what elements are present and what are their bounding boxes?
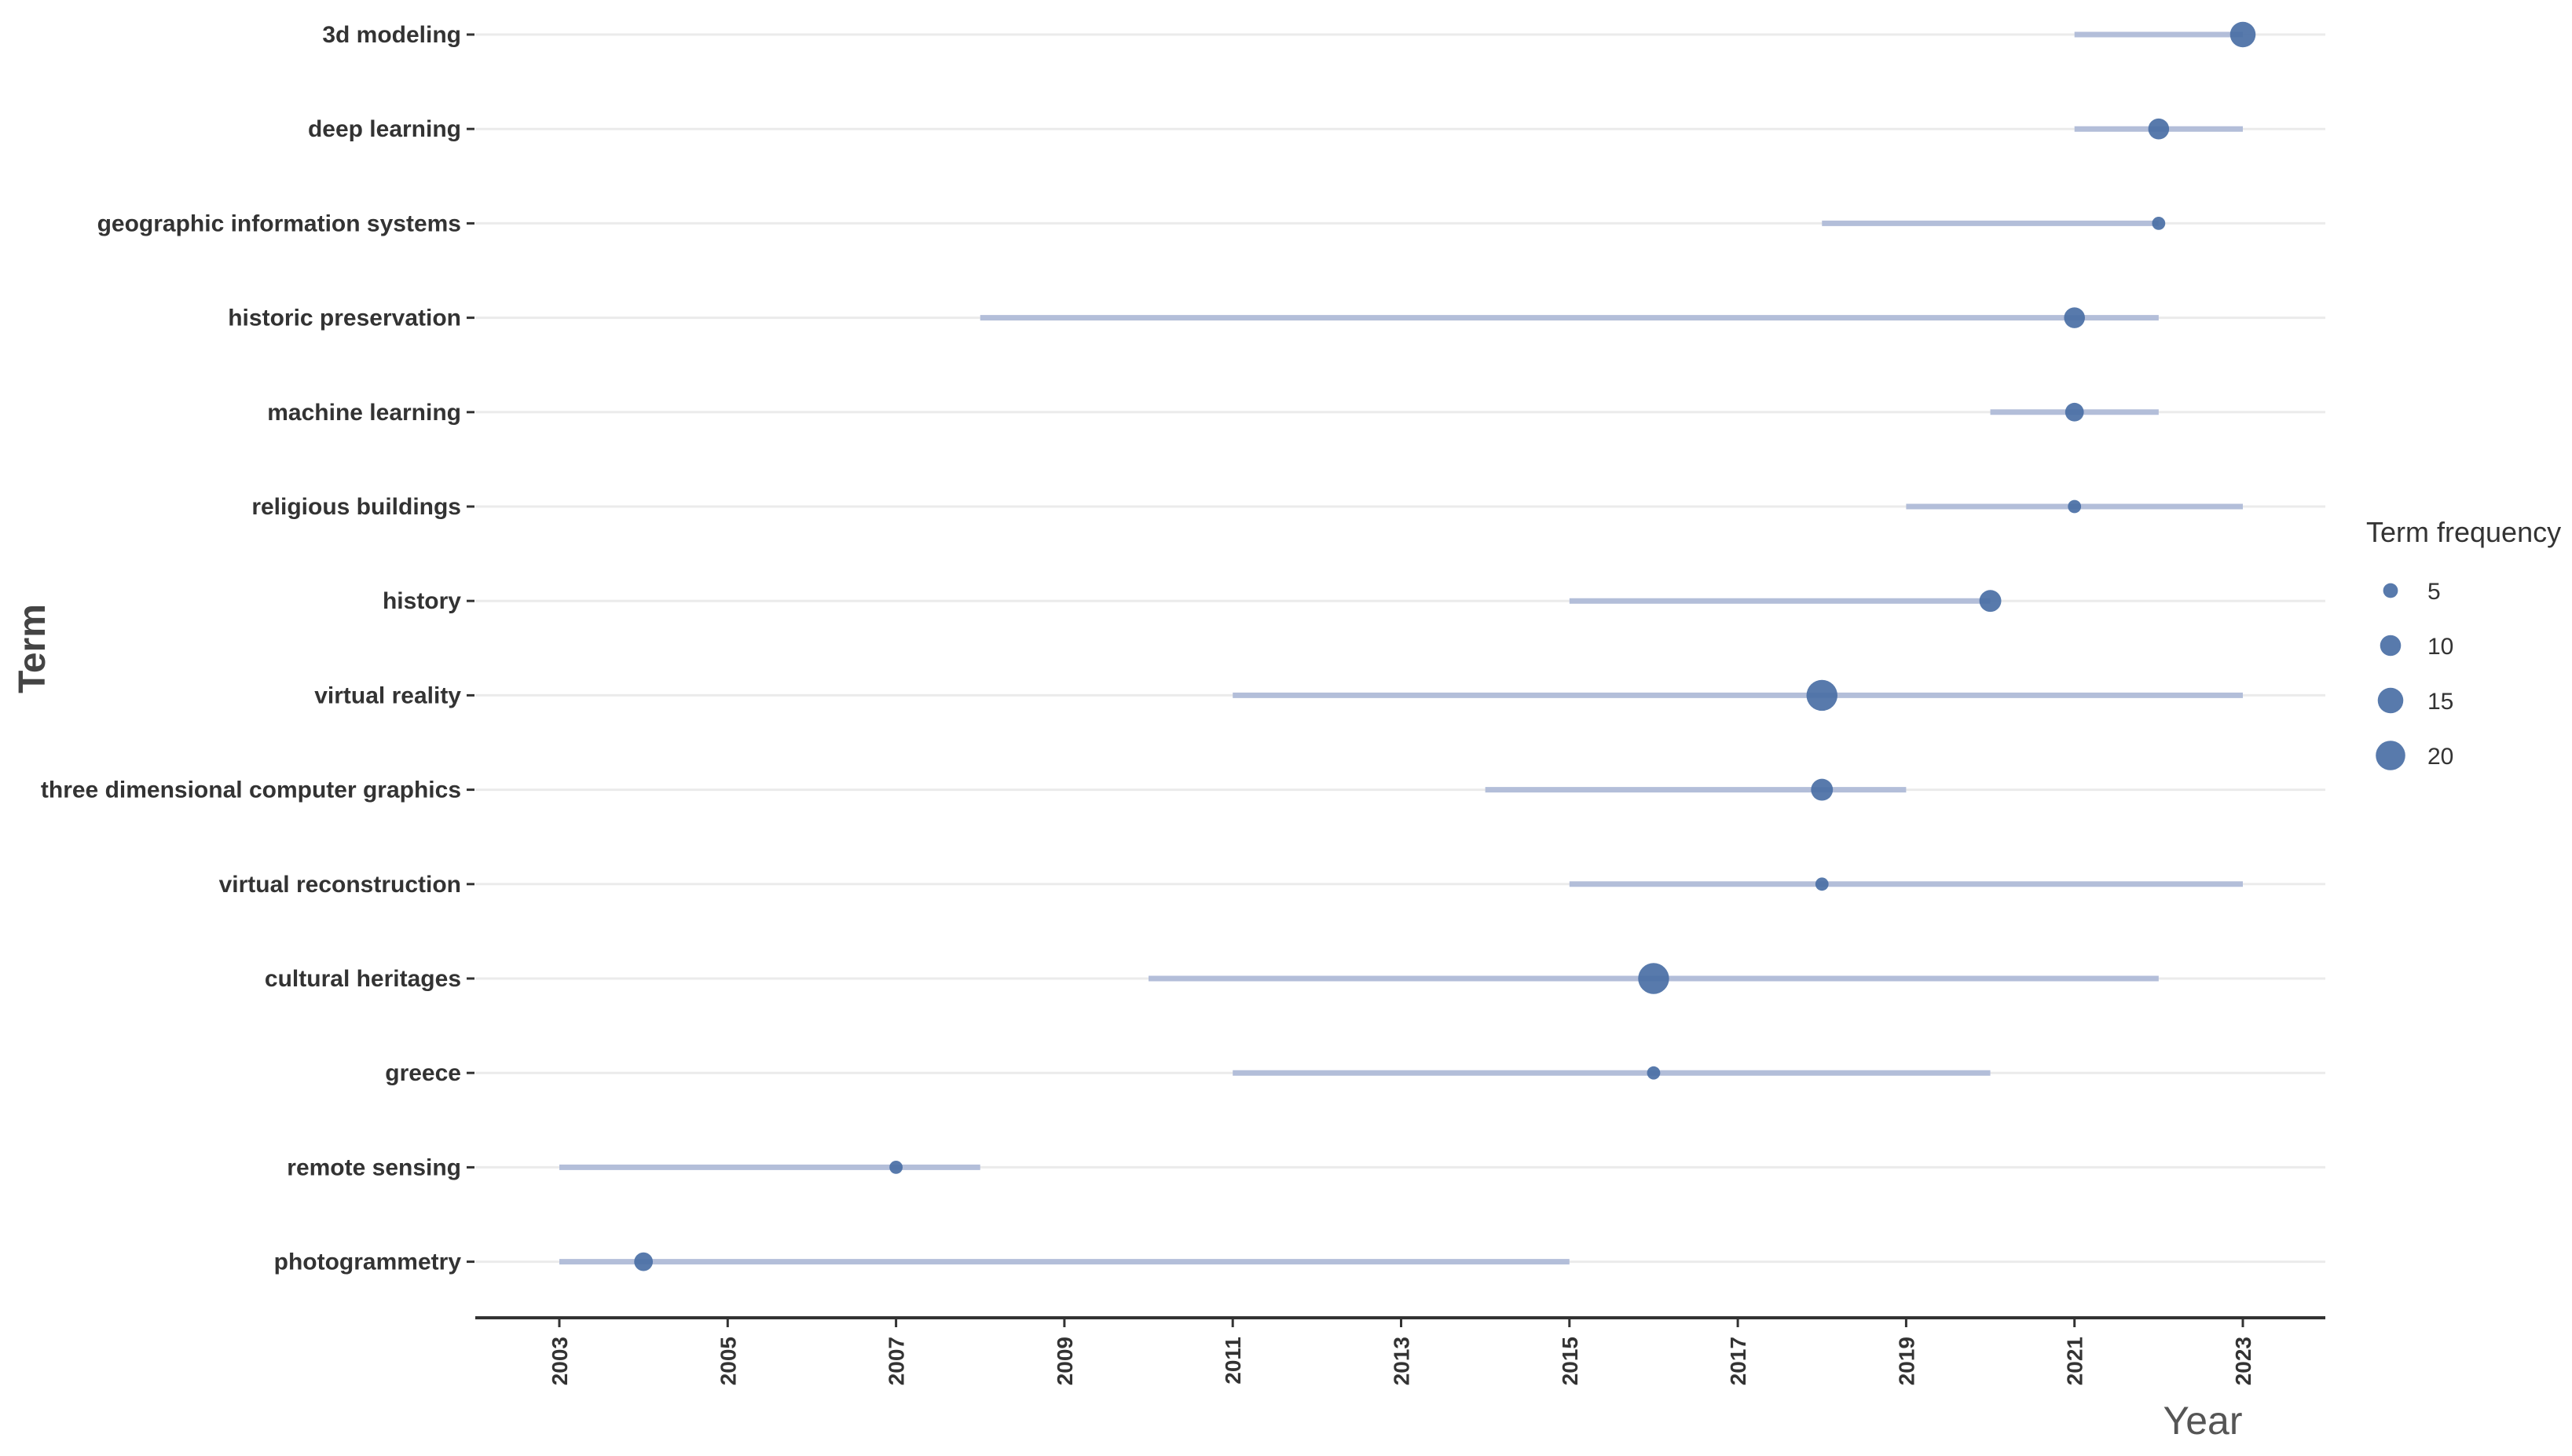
term-point xyxy=(889,1161,903,1174)
x-tick-label: 2013 xyxy=(1390,1337,1414,1385)
legend-label: 15 xyxy=(2427,689,2453,715)
x-tick-label: 2007 xyxy=(885,1337,909,1385)
legend: Term frequency 5 10 15 20 xyxy=(2366,516,2561,770)
term-point xyxy=(2148,118,2170,140)
term-point xyxy=(1815,877,1829,891)
x-tick-label: 2005 xyxy=(716,1337,740,1385)
x-tick-label: 2021 xyxy=(2063,1337,2087,1385)
term-label: photogrammetry xyxy=(274,1249,462,1275)
term-label: virtual reality xyxy=(314,682,461,708)
x-tick-label: 2003 xyxy=(548,1337,572,1385)
term-label: virtual reconstruction xyxy=(219,872,461,898)
x-tick-label: 2009 xyxy=(1053,1337,1077,1385)
legend-label: 20 xyxy=(2427,744,2453,770)
term-point xyxy=(2068,499,2082,514)
term-range-segments xyxy=(559,31,2243,1265)
term-label: religious buildings xyxy=(251,494,461,520)
x-tick-label: 2011 xyxy=(1221,1337,1245,1385)
legend-title: Term frequency xyxy=(2366,516,2561,548)
term-label: three dimensional computer graphics xyxy=(41,777,461,803)
y-axis: 3d modeling deep learning geographic infor… xyxy=(41,22,474,1275)
term-label: deep learning xyxy=(308,116,461,142)
term-label: greece xyxy=(385,1060,461,1086)
legend-key xyxy=(2377,687,2404,714)
x-tick-label: 2015 xyxy=(1558,1337,1582,1385)
term-frequency-points xyxy=(634,21,2256,1271)
term-label: history xyxy=(383,588,461,614)
term-point xyxy=(2065,402,2084,422)
legend-key xyxy=(2376,741,2405,770)
legend-label: 10 xyxy=(2427,634,2453,660)
term-label: remote sensing xyxy=(287,1154,461,1180)
term-point xyxy=(1647,1066,1661,1080)
term-label: 3d modeling xyxy=(322,22,461,48)
x-tick-label: 2019 xyxy=(1894,1337,1918,1385)
term-point xyxy=(2064,307,2085,328)
x-axis-title: Year xyxy=(2163,1399,2242,1443)
term-label: machine learning xyxy=(267,400,461,426)
grid-lines xyxy=(475,33,2325,1264)
term-label: cultural heritages xyxy=(265,966,461,992)
y-axis-title: Term xyxy=(12,604,53,693)
term-point xyxy=(2229,21,2256,48)
legend-key xyxy=(2383,583,2398,598)
term-point xyxy=(1638,963,1669,994)
x-tick-label: 2023 xyxy=(2231,1337,2255,1385)
term-point xyxy=(634,1252,654,1271)
legend-label: 5 xyxy=(2427,579,2441,605)
term-point xyxy=(2152,217,2166,230)
term-point xyxy=(1979,590,2002,613)
x-tick-label: 2017 xyxy=(1726,1337,1750,1385)
term-label: historic preservation xyxy=(228,305,461,331)
x-axis: 2003 2005 2007 2009 2011 2013 2015 2017 2019 2021… xyxy=(475,1316,2325,1385)
term-point xyxy=(1806,679,1837,712)
term-point xyxy=(1811,778,1834,801)
term-label: geographic information systems xyxy=(97,210,461,236)
legend-key xyxy=(2380,635,2402,657)
